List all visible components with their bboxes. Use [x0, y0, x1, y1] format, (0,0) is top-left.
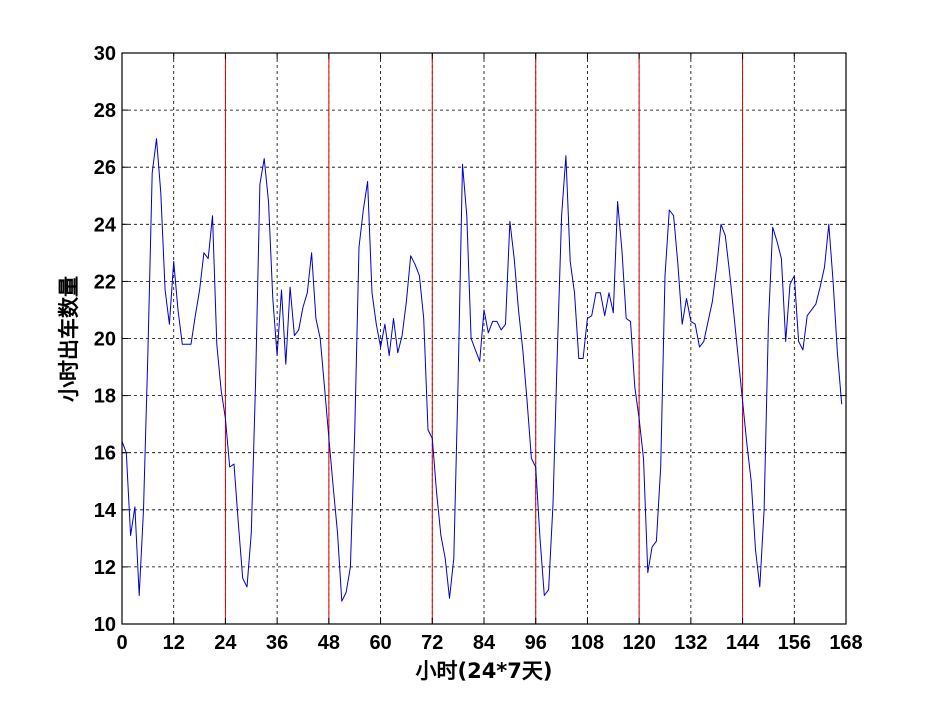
y-tick-label: 20: [94, 329, 116, 351]
y-tick-label: 12: [94, 557, 116, 579]
series-line: [121, 138, 843, 602]
y-tick-label: 14: [94, 500, 117, 522]
series-group: [121, 138, 843, 602]
x-tick-label: 108: [571, 632, 604, 654]
x-tick-label: 144: [726, 632, 760, 654]
y-tick-label: 10: [94, 614, 116, 636]
x-tick-label: 12: [163, 632, 185, 654]
x-tick-label: 36: [266, 632, 288, 654]
x-tick-label: 48: [318, 632, 340, 654]
x-tick-label: 168: [829, 632, 862, 654]
x-tick-label: 24: [214, 632, 237, 654]
y-axis-ticks: 10 12 14 16 18 20 22 24 26 28 30: [94, 43, 846, 636]
x-tick-label: 0: [116, 632, 127, 654]
x-tick-label: 96: [525, 632, 547, 654]
y-tick-label: 22: [94, 271, 116, 293]
y-tick-label: 24: [94, 214, 117, 236]
x-tick-label: 84: [473, 632, 496, 654]
x-tick-label: 132: [674, 632, 707, 654]
x-tick-label: 60: [369, 632, 391, 654]
y-tick-label: 26: [94, 157, 116, 179]
y-axis-label: 小时出车数量: [57, 276, 81, 402]
y-tick-label: 30: [94, 43, 116, 65]
x-axis-label: 小时(24*7天): [415, 659, 552, 683]
x-axis-ticks: 0 12 24 36 48 60 72 84 96 108 120 132 144 156 168: [116, 53, 863, 654]
x-tick-label: 156: [778, 632, 811, 654]
y-tick-label: 16: [94, 443, 116, 465]
y-tick-label: 18: [94, 386, 116, 408]
x-tick-label: 120: [622, 632, 655, 654]
x-tick-label: 72: [421, 632, 443, 654]
y-tick-label: 28: [94, 100, 116, 122]
